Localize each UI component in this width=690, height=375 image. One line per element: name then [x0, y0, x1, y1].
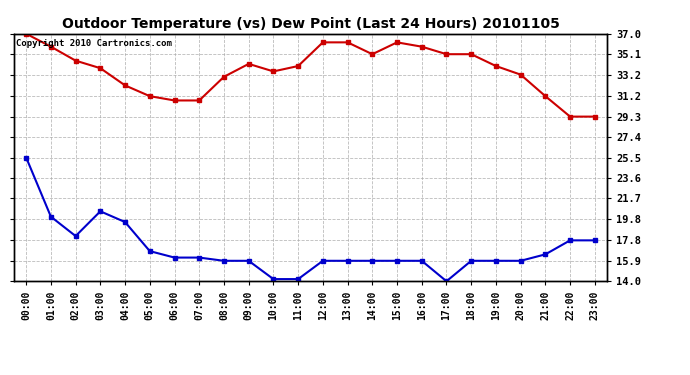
Text: Copyright 2010 Cartronics.com: Copyright 2010 Cartronics.com: [16, 39, 171, 48]
Title: Outdoor Temperature (vs) Dew Point (Last 24 Hours) 20101105: Outdoor Temperature (vs) Dew Point (Last…: [61, 17, 560, 31]
